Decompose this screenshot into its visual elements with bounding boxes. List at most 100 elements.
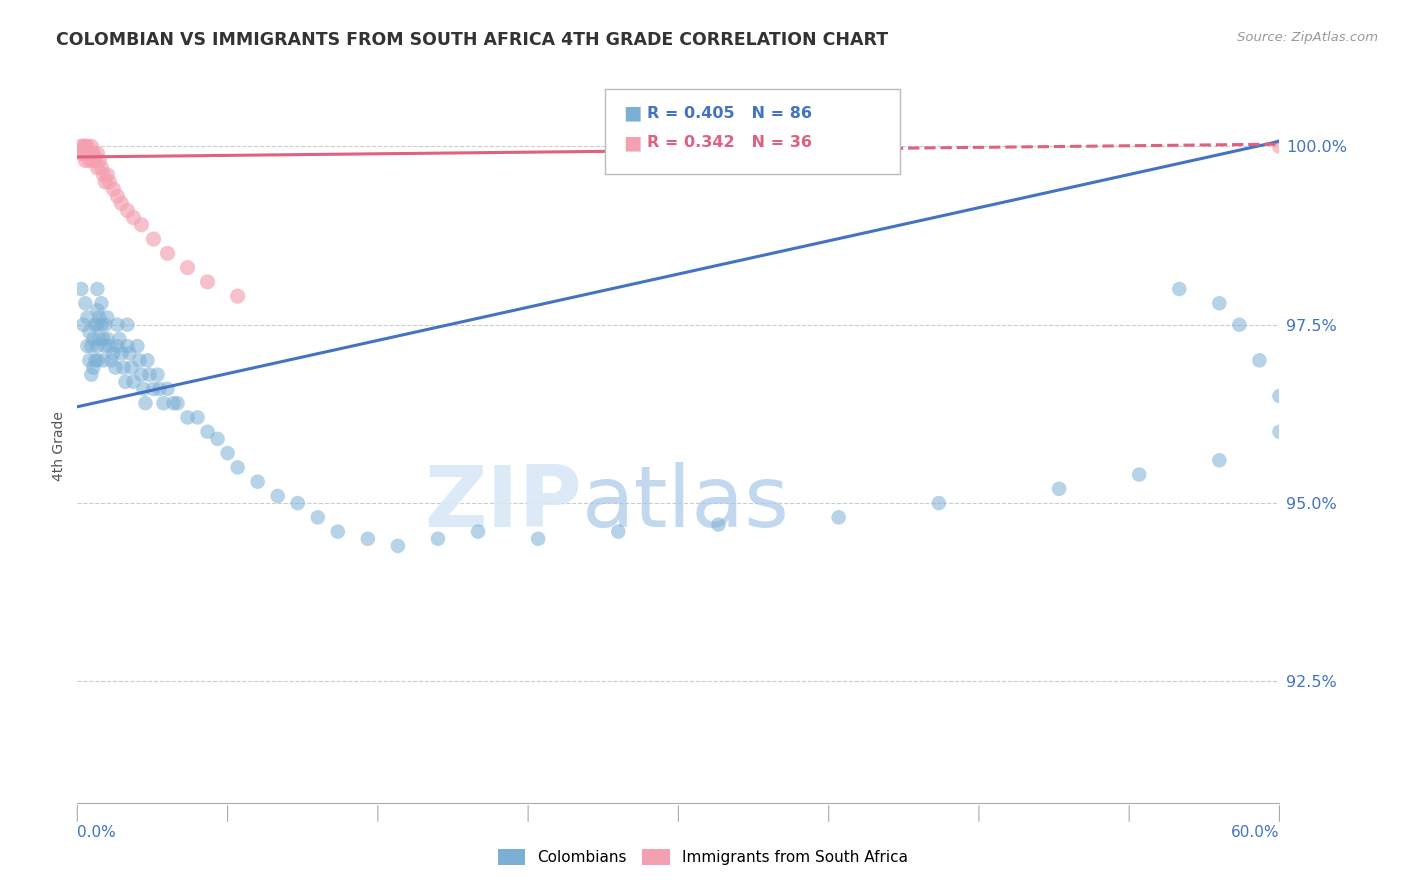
Point xyxy=(148,382,170,396)
Point xyxy=(226,460,249,475)
Point xyxy=(107,318,129,332)
Point xyxy=(80,368,103,382)
Point xyxy=(118,346,141,360)
Point xyxy=(928,496,950,510)
Point xyxy=(117,339,139,353)
Point xyxy=(117,318,139,332)
Point xyxy=(76,139,98,153)
Point xyxy=(287,496,309,510)
Point xyxy=(100,353,122,368)
Point xyxy=(84,153,107,168)
Point xyxy=(89,332,111,346)
Point xyxy=(107,339,129,353)
Point xyxy=(89,310,111,325)
Point xyxy=(86,282,108,296)
Point xyxy=(86,318,108,332)
Point xyxy=(80,139,103,153)
Point xyxy=(1047,482,1070,496)
Point xyxy=(467,524,489,539)
Point xyxy=(86,353,108,368)
Point xyxy=(132,382,155,396)
Point xyxy=(90,161,112,175)
Point xyxy=(527,532,550,546)
Point xyxy=(607,524,630,539)
Point xyxy=(94,339,117,353)
Point xyxy=(307,510,329,524)
Point xyxy=(75,146,97,161)
Point xyxy=(828,510,851,524)
Point xyxy=(79,146,101,161)
Point xyxy=(94,318,117,332)
Point xyxy=(70,139,93,153)
Point xyxy=(86,146,108,161)
Text: 60.0%: 60.0% xyxy=(1232,825,1279,840)
Point xyxy=(80,146,103,161)
Point xyxy=(120,360,142,375)
Point xyxy=(1268,139,1291,153)
Point xyxy=(86,339,108,353)
Point xyxy=(162,396,184,410)
Point xyxy=(1128,467,1150,482)
Point xyxy=(187,410,209,425)
Point xyxy=(84,353,107,368)
Point xyxy=(103,346,125,360)
Point xyxy=(131,368,153,382)
Point xyxy=(114,375,136,389)
Point xyxy=(1249,353,1271,368)
Point xyxy=(93,353,115,368)
Point xyxy=(1229,318,1251,332)
Point xyxy=(82,153,104,168)
Point xyxy=(217,446,239,460)
Point xyxy=(166,396,188,410)
Point xyxy=(146,368,169,382)
Point xyxy=(80,339,103,353)
Point xyxy=(197,275,219,289)
Point xyxy=(76,310,98,325)
Point xyxy=(82,360,104,375)
Point xyxy=(76,339,98,353)
Text: R = 0.405   N = 86: R = 0.405 N = 86 xyxy=(647,106,811,120)
Point xyxy=(79,153,101,168)
Point xyxy=(98,339,121,353)
Point xyxy=(96,168,118,182)
Point xyxy=(122,375,145,389)
Point xyxy=(246,475,269,489)
Point xyxy=(75,153,97,168)
Point xyxy=(90,318,112,332)
Point xyxy=(131,218,153,232)
Point xyxy=(387,539,409,553)
Point xyxy=(75,296,97,310)
Point xyxy=(427,532,450,546)
Point xyxy=(136,353,159,368)
Point xyxy=(82,332,104,346)
Text: ■: ■ xyxy=(623,103,641,123)
Point xyxy=(96,310,118,325)
Text: ZIP: ZIP xyxy=(425,461,582,545)
Point xyxy=(70,146,93,161)
Point xyxy=(1168,282,1191,296)
Point xyxy=(72,146,94,161)
Point xyxy=(110,346,132,360)
Point xyxy=(326,524,349,539)
Legend: Colombians, Immigrants from South Africa: Colombians, Immigrants from South Africa xyxy=(492,843,914,871)
Point xyxy=(156,382,179,396)
Point xyxy=(98,175,121,189)
Point xyxy=(142,382,165,396)
Point xyxy=(72,139,94,153)
Point xyxy=(86,161,108,175)
Point xyxy=(117,203,139,218)
Point xyxy=(89,153,111,168)
Point xyxy=(357,532,380,546)
Text: COLOMBIAN VS IMMIGRANTS FROM SOUTH AFRICA 4TH GRADE CORRELATION CHART: COLOMBIAN VS IMMIGRANTS FROM SOUTH AFRIC… xyxy=(56,31,889,49)
Point xyxy=(103,182,125,196)
Point xyxy=(72,318,94,332)
Point xyxy=(1268,389,1291,403)
Point xyxy=(94,175,117,189)
Point xyxy=(107,189,129,203)
Point xyxy=(79,353,101,368)
Point xyxy=(207,432,229,446)
Point xyxy=(108,332,131,346)
Point xyxy=(128,353,150,368)
Point xyxy=(122,211,145,225)
Point xyxy=(176,410,198,425)
